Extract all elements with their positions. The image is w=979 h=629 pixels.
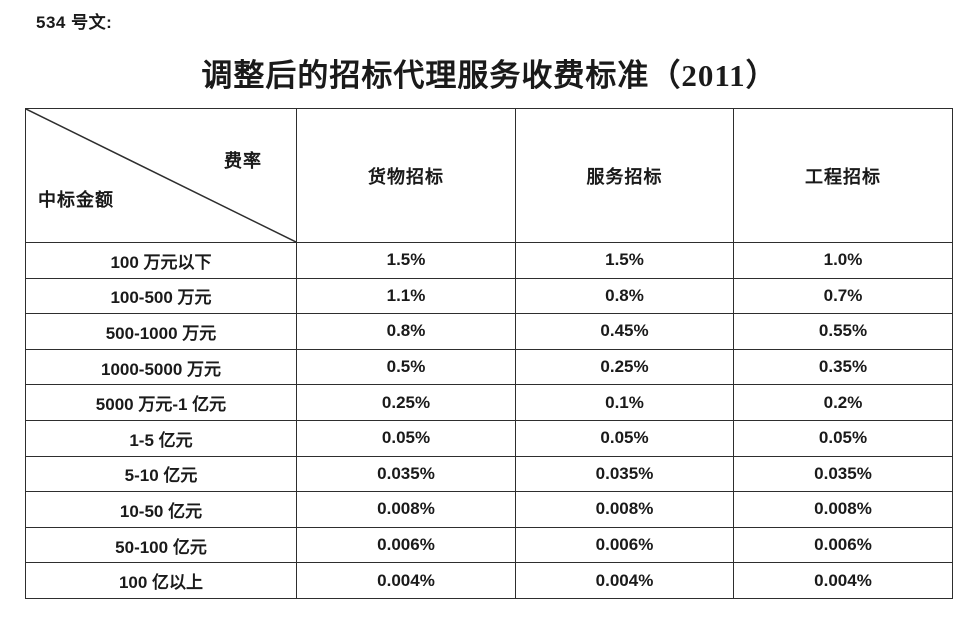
rate-value-cell: 0.004% — [296, 562, 516, 599]
rate-value-cell: 0.8% — [515, 277, 734, 315]
rate-value-cell: 1.1% — [296, 277, 516, 315]
table-row: 100-500 万元 1.1% 0.8% 0.7% — [25, 277, 953, 315]
corner-label-bid-amount: 中标金额 — [38, 190, 114, 210]
header-row: 费率 中标金额 货物招标 服务招标 工程招标 — [25, 108, 953, 243]
rate-value-cell: 0.008% — [515, 491, 734, 528]
rate-value-cell: 0.45% — [515, 313, 734, 350]
table-row: 5-10 亿元 0.035% 0.035% 0.035% — [25, 455, 953, 493]
row-label-bid-amount-tier: 1-5 亿元 — [25, 419, 297, 457]
rate-value-cell: 0.035% — [515, 455, 734, 493]
table-body: 100 万元以下 1.5% 1.5% 1.0% 100-500 万元 1.1% 0.8% 0.… — [25, 242, 953, 599]
rate-value-cell: 0.05% — [296, 419, 516, 457]
page-title: 调整后的招标代理服务收费标准（2011） — [201, 58, 778, 93]
rate-value-cell: 0.2% — [733, 384, 953, 421]
rate-value-cell: 0.1% — [515, 384, 734, 421]
row-label-bid-amount-tier: 10-50 亿元 — [25, 491, 297, 528]
table-row: 100 亿以上 0.004% 0.004% 0.004% — [25, 562, 953, 599]
row-label-bid-amount-tier: 100 万元以下 — [25, 242, 297, 279]
table-row: 1000-5000 万元 0.5% 0.25% 0.35% — [25, 348, 953, 386]
rate-value-cell: 0.25% — [296, 384, 516, 421]
corner-cell: 费率 中标金额 — [25, 108, 297, 243]
rate-value-cell: 1.5% — [296, 242, 516, 279]
table-row: 100 万元以下 1.5% 1.5% 1.0% — [25, 242, 953, 279]
column-header-engineering-bidding: 工程招标 — [733, 108, 953, 243]
rate-value-cell: 0.035% — [733, 455, 953, 493]
row-label-bid-amount-tier: 50-100 亿元 — [25, 526, 297, 564]
rate-value-cell: 0.008% — [733, 491, 953, 528]
rate-value-cell: 0.7% — [733, 277, 953, 315]
doc-number-label: 534 号文: — [36, 13, 113, 32]
column-header-goods-bidding: 货物招标 — [296, 108, 516, 243]
rate-value-cell: 0.035% — [296, 455, 516, 493]
rate-value-cell: 0.006% — [733, 526, 953, 564]
rate-value-cell: 0.006% — [296, 526, 516, 564]
row-label-bid-amount-tier: 5-10 亿元 — [25, 455, 297, 493]
table-row: 1-5 亿元 0.05% 0.05% 0.05% — [25, 419, 953, 457]
row-label-bid-amount-tier: 5000 万元-1 亿元 — [25, 384, 297, 421]
rate-value-cell: 0.05% — [515, 419, 734, 457]
rate-value-cell: 0.8% — [296, 313, 516, 350]
rate-value-cell: 0.05% — [733, 419, 953, 457]
row-label-bid-amount-tier: 1000-5000 万元 — [25, 348, 297, 386]
diagonal-divider-line — [26, 109, 296, 242]
table-row: 500-1000 万元 0.8% 0.45% 0.55% — [25, 313, 953, 350]
table-row: 5000 万元-1 亿元 0.25% 0.1% 0.2% — [25, 384, 953, 421]
row-label-bid-amount-tier: 100 亿以上 — [25, 562, 297, 599]
rate-value-cell: 1.5% — [515, 242, 734, 279]
rate-value-cell: 0.006% — [515, 526, 734, 564]
rate-value-cell: 0.35% — [733, 348, 953, 386]
table-row: 10-50 亿元 0.008% 0.008% 0.008% — [25, 491, 953, 528]
rate-value-cell: 0.55% — [733, 313, 953, 350]
rate-value-cell: 0.004% — [733, 562, 953, 599]
row-label-bid-amount-tier: 500-1000 万元 — [25, 313, 297, 350]
fee-standard-table: 费率 中标金额 货物招标 服务招标 工程招标 100 万元以下 1.5% 1.5% 1… — [25, 108, 953, 599]
rate-value-cell: 0.5% — [296, 348, 516, 386]
rate-value-cell: 0.008% — [296, 491, 516, 528]
rate-value-cell: 0.25% — [515, 348, 734, 386]
rate-value-cell: 0.004% — [515, 562, 734, 599]
row-label-bid-amount-tier: 100-500 万元 — [25, 277, 297, 315]
column-header-service-bidding: 服务招标 — [515, 108, 734, 243]
rate-value-cell: 1.0% — [733, 242, 953, 279]
table-row: 50-100 亿元 0.006% 0.006% 0.006% — [25, 526, 953, 564]
corner-label-rate: 费率 — [224, 151, 262, 171]
